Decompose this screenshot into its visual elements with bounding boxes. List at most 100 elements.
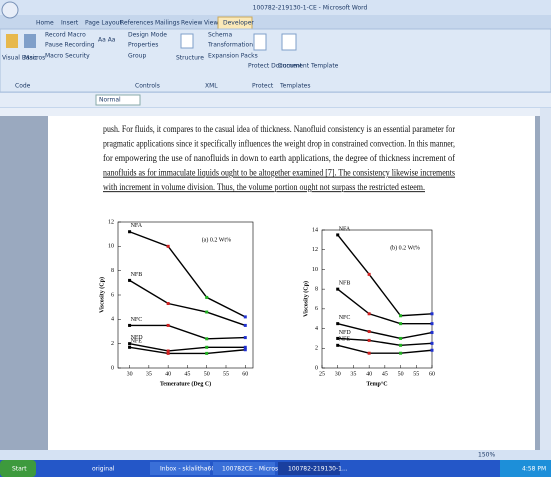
icon (281, 33, 297, 51)
tab[interactable]: References (120, 20, 153, 27)
marker (399, 343, 403, 347)
y-tick-label: 12 (312, 247, 318, 253)
task[interactable]: original (92, 466, 115, 473)
tabs: Home Insert Page Layout References Maili… (36, 16, 254, 30)
scrollbar[interactable] (540, 108, 551, 450)
ribbon-buttons: Visual Basic Macros Record Macro Pause R… (2, 32, 339, 90)
tab[interactable]: Insert (61, 20, 79, 27)
y-tick-label: 0 (315, 365, 318, 371)
x-tick-label: 30 (335, 371, 341, 377)
marker (367, 338, 371, 342)
window-title: 100782-219130-1-CE - Microsoft Word (253, 5, 368, 12)
tray (500, 460, 551, 477)
marker (128, 323, 132, 327)
x-tick-label: 45 (184, 371, 190, 377)
series-line (337, 234, 433, 317)
series-line (337, 337, 433, 347)
marker (367, 330, 371, 334)
tab[interactable]: Developer (223, 20, 254, 27)
series-label: NFA (339, 226, 351, 232)
series-line (129, 279, 246, 327)
marker (166, 351, 170, 355)
icon (24, 34, 36, 48)
marker (399, 314, 403, 318)
group-label: Code (15, 83, 31, 90)
series-label: NFA (131, 223, 143, 229)
marker (336, 336, 340, 340)
tab[interactable]: Home (36, 20, 54, 27)
figure-label: (b) 0.2 Wt% (390, 244, 420, 251)
button[interactable]: Design Mode (128, 32, 167, 39)
y-axis-label: Viscosity (Cp) (302, 281, 309, 317)
x-tick-label: 50 (398, 371, 404, 377)
button[interactable]: Transformation (207, 42, 253, 49)
style-box[interactable] (95, 94, 141, 106)
marker (205, 310, 209, 314)
x-tick-label: 40 (366, 371, 372, 377)
marker (367, 312, 371, 316)
ruler (0, 108, 551, 116)
text-line: pragmatic applications since it specific… (103, 139, 455, 150)
clock: 4:58 PM (522, 466, 546, 473)
button[interactable]: Expansion Packs (208, 53, 258, 60)
button[interactable]: Macros (24, 55, 45, 62)
button[interactable]: Group (128, 53, 146, 60)
tab[interactable]: View (204, 20, 218, 27)
y-tick-label: 6 (315, 306, 318, 312)
start-button[interactable] (0, 460, 36, 477)
tab[interactable]: Page Layout (85, 20, 122, 27)
button[interactable]: Pause Recording (45, 42, 95, 49)
x-tick-label: 25 (319, 371, 325, 377)
x-tick-label: 35 (146, 371, 152, 377)
toolbar (0, 93, 551, 107)
marker (243, 323, 247, 327)
figure-label: (a) 0.2 Wt% (202, 236, 231, 243)
x-axis-label: Temerature (Deg C) (160, 380, 211, 387)
marker (243, 315, 247, 319)
series-line (337, 288, 432, 325)
series-label: NFB (339, 281, 351, 287)
task[interactable]: 100782CE - Microso... (222, 466, 288, 473)
series-line (129, 346, 246, 355)
y-tick-label: 10 (312, 267, 318, 273)
marker (430, 322, 434, 326)
marker (205, 337, 209, 341)
marker (430, 331, 434, 335)
y-tick-label: 14 (312, 227, 318, 233)
button[interactable]: Properties (128, 42, 158, 49)
marker (243, 348, 247, 352)
office-button[interactable] (1, 1, 19, 19)
ribbon (0, 28, 551, 93)
button[interactable]: Schema (208, 32, 232, 39)
tab[interactable]: Mailings (155, 20, 180, 27)
text: push. For fluids, it compares to the cas… (103, 124, 456, 193)
x-tick-label: 55 (413, 371, 419, 377)
text-line: push. For fluids, it compares to the cas… (103, 124, 456, 135)
x-tick-label: 60 (242, 371, 248, 377)
series-line (129, 324, 246, 340)
button[interactable]: Macro Security (45, 53, 90, 60)
x-tick-label: 35 (350, 371, 356, 377)
x-tick-label: 40 (165, 371, 171, 377)
button[interactable]: Document Template (278, 63, 339, 70)
marker (336, 287, 340, 291)
marker (243, 336, 247, 340)
group-label: Protect (252, 83, 274, 90)
text-line: with increment in volume division. Thus,… (103, 183, 425, 193)
marker (128, 278, 132, 282)
series-label: NFC (131, 317, 143, 323)
button[interactable]: Structure (176, 55, 204, 62)
button[interactable]: Protect Document (248, 63, 303, 70)
tab[interactable]: Review (181, 20, 203, 27)
button[interactable]: Visual Basic (2, 55, 38, 62)
text-line: for empowering the use of nanofluids in … (103, 153, 456, 164)
marker (336, 233, 340, 237)
series-label: NFD (131, 335, 144, 341)
series-line (129, 342, 246, 352)
series-label: NFD (339, 330, 352, 336)
series-label: NFB (131, 272, 143, 278)
task[interactable]: 100782-219130-1... (288, 466, 348, 473)
button[interactable]: Record Macro (45, 32, 86, 39)
y-tick-label: 4 (315, 326, 318, 332)
task[interactable]: Inbox - sklalitha60... (160, 466, 221, 473)
